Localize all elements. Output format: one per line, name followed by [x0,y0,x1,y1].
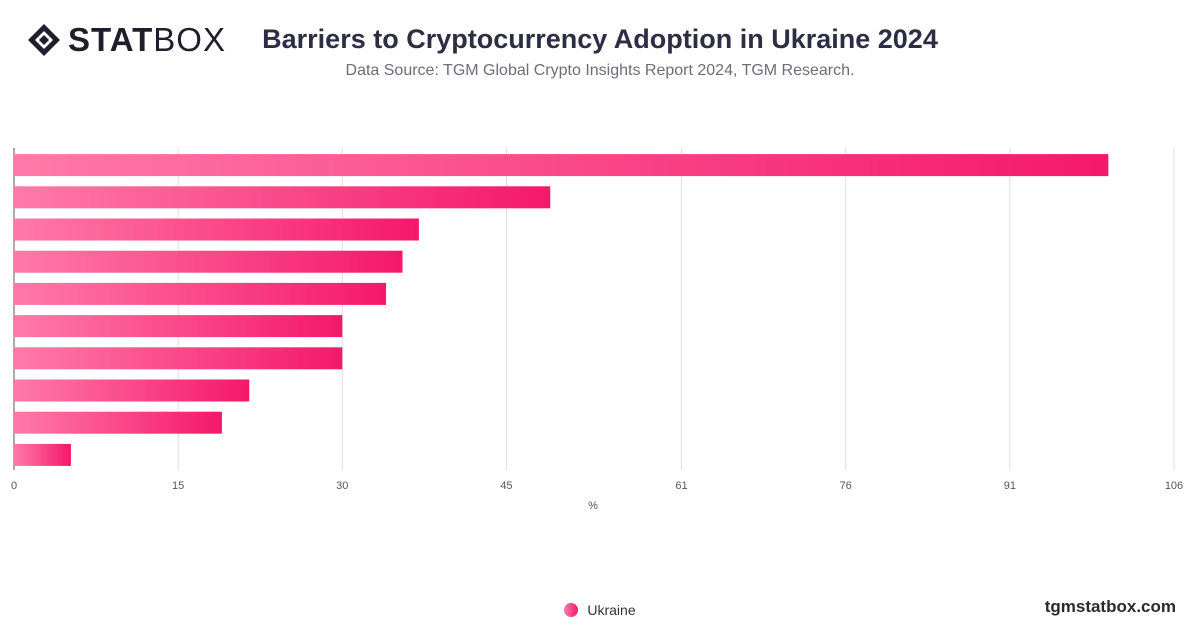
bar[interactable] [14,186,551,209]
legend-label: Ukraine [587,602,636,618]
x-tick-label: 76 [840,480,852,492]
x-tick-label: 106 [1165,480,1183,492]
x-axis-ticks: 0 15 30 45 61 76 91 106 [11,480,1183,492]
legend[interactable]: Ukraine [0,602,1200,618]
bar[interactable] [14,443,71,466]
chart-subtitle: Data Source: TGM Global Crypto Insights … [345,62,855,79]
bar[interactable] [14,347,343,370]
bars [14,154,1109,466]
bar[interactable] [14,282,387,305]
x-tick-label: 30 [336,480,348,492]
brand-logo: STATBOX [26,22,226,58]
logo-text: STATBOX [68,22,226,58]
x-axis-label: % [588,500,598,512]
statbox-logo-icon [28,24,60,56]
site-url: tgmstatbox.com [1044,597,1176,616]
chart-title: Barriers to Cryptocurrency Adoption in U… [262,24,938,54]
x-tick-label: 61 [675,480,687,492]
x-tick-label: 45 [500,480,512,492]
bar[interactable] [14,379,250,402]
bar[interactable] [14,154,1109,177]
bar[interactable] [14,250,403,273]
logo-text-light: BOX [153,21,226,58]
logo-text-bold: STAT [68,21,154,58]
legend-swatch-icon [564,603,579,617]
x-tick-label: 91 [1004,480,1016,492]
x-tick-label: 0 [11,480,17,492]
x-tick-label: 15 [172,480,184,492]
bar[interactable] [14,411,222,434]
bar[interactable] [14,315,343,338]
bar[interactable] [14,218,419,241]
